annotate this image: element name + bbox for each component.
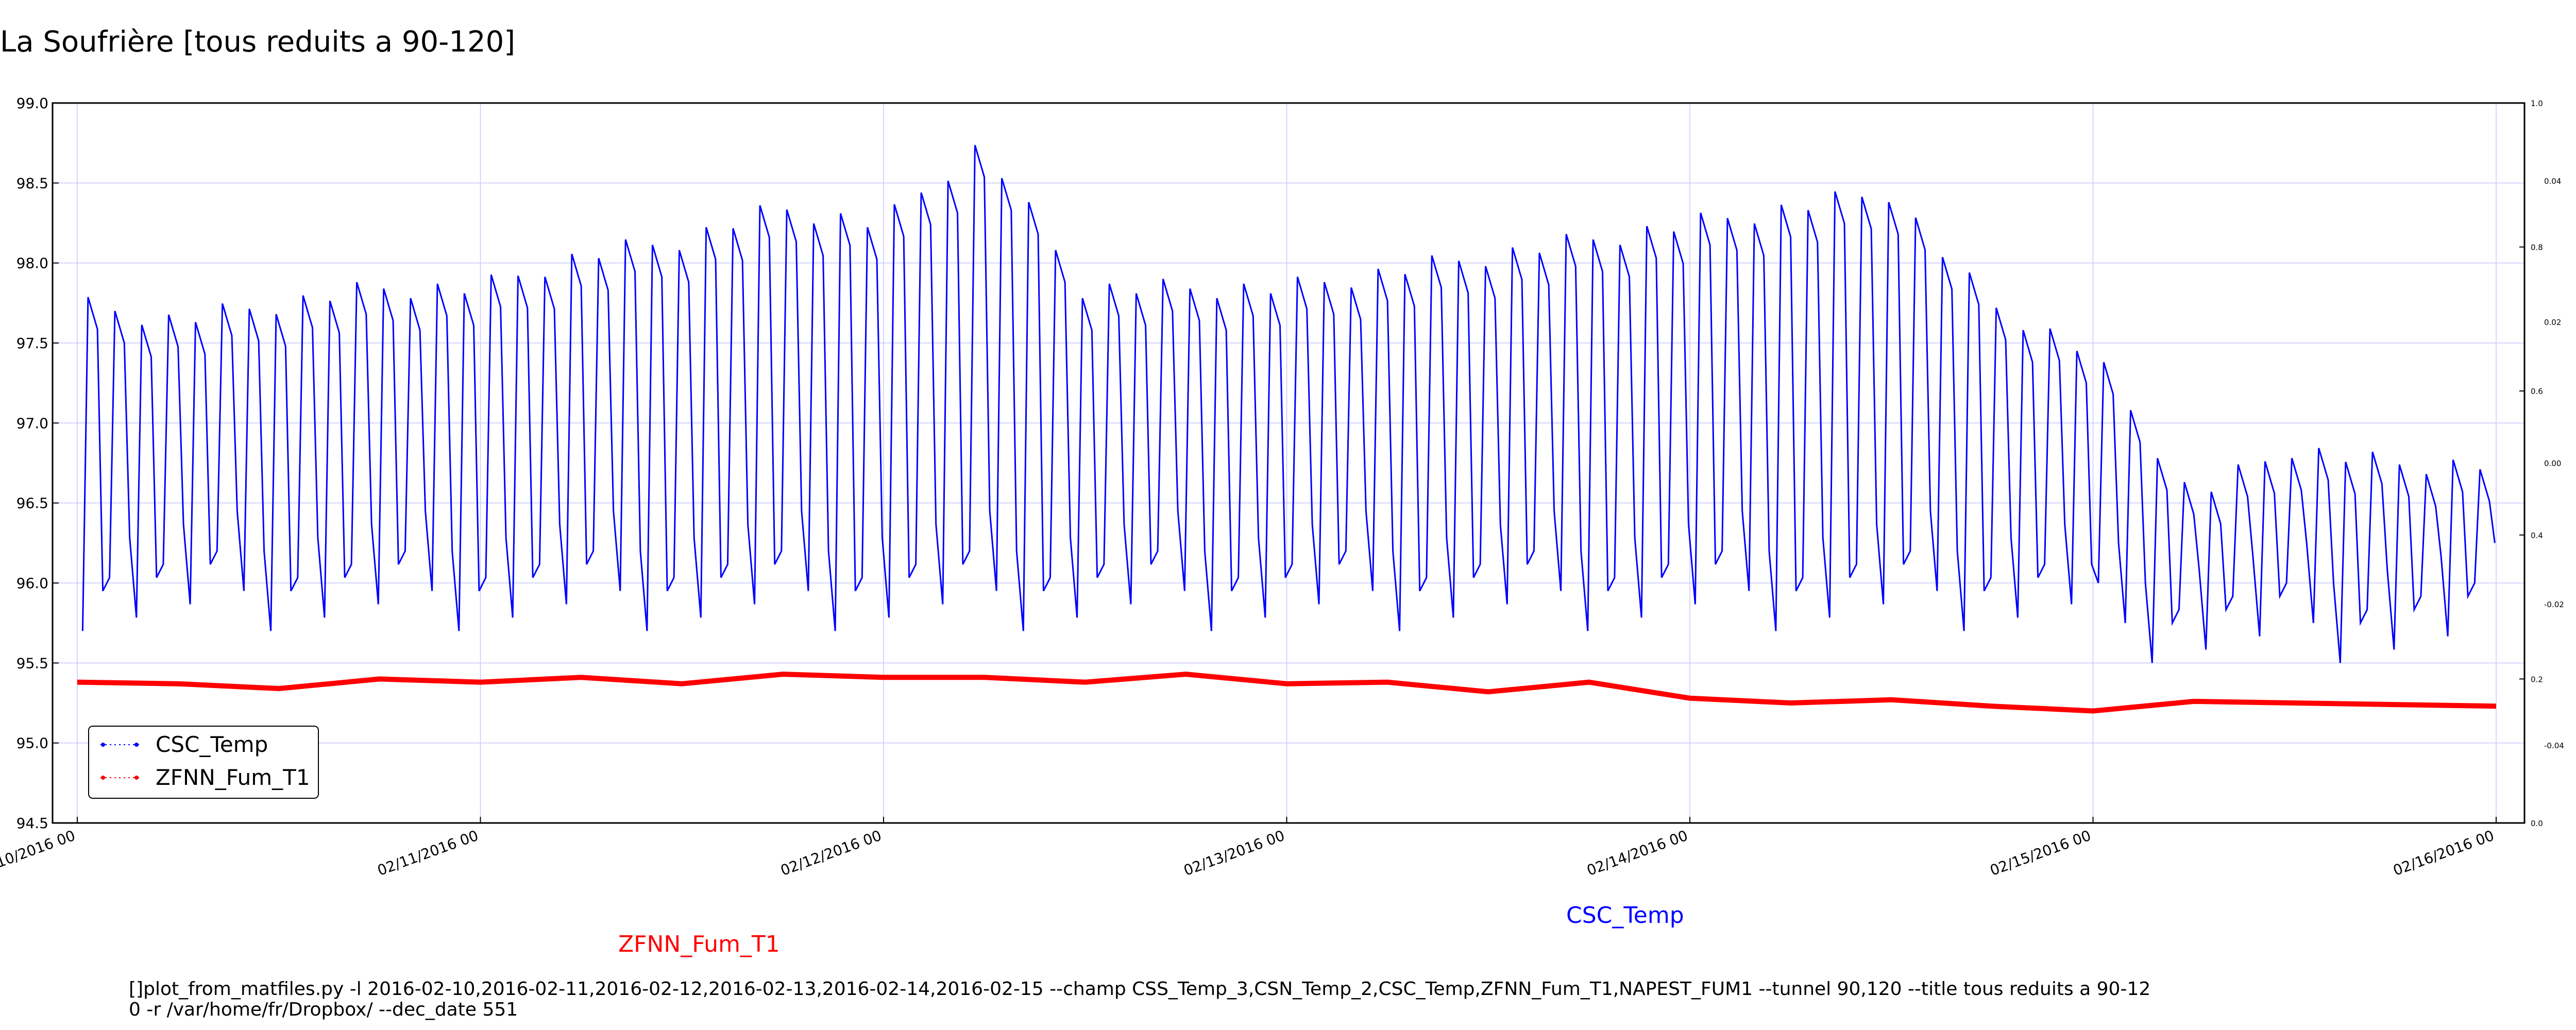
x-tick-label: 02/12/2016 00 [778, 827, 884, 879]
command-line-2: 0 -r /var/home/fr/Dropbox/ --dec_date 55… [129, 999, 518, 1020]
series-csc-temp [81, 145, 2496, 663]
x-tick-label: 02/15/2016 00 [1988, 827, 2093, 879]
legend-marker-zfnn [100, 776, 139, 780]
right-tick-label: 0.02 [2544, 318, 2561, 327]
grid [53, 102, 2524, 823]
y-tick-label: 96.5 [16, 495, 48, 512]
chart-title: La Soufrière [tous reduits a 90-120] [0, 25, 515, 59]
y-tick-label: 94.5 [16, 815, 48, 832]
y-tick-label: 97.0 [16, 415, 48, 432]
legend-label-zfnn: ZFNN_Fum_T1 [156, 765, 310, 790]
legend-label-csc: CSC_Temp [156, 732, 268, 757]
x-tick-label: 02/14/2016 00 [1585, 827, 1690, 879]
series-label-csc: CSC_Temp [1566, 902, 1684, 929]
x-axis: 02/10/2016 00 02/11/2016 00 02/12/2016 00 0… [0, 817, 2497, 879]
y-tick-label: 98.5 [16, 175, 48, 192]
y-tick-label: 95.0 [16, 735, 48, 752]
series-zfnn-fum-t1 [77, 672, 2497, 714]
right-tick-label: -0.04 [2544, 741, 2564, 750]
right-tick-label: 0.6 [2531, 387, 2543, 396]
x-tick-label: 02/10/2016 00 [0, 827, 77, 879]
plot-frame [52, 102, 2526, 824]
legend-marker-csc [100, 743, 139, 747]
y-tick-label: 99.0 [16, 95, 48, 112]
x-tick-label: 02/13/2016 00 [1181, 827, 1287, 879]
x-tick-label: 02/16/2016 00 [2391, 827, 2497, 879]
right-tick-label: 1.0 [2531, 99, 2543, 108]
right-axis: 0.0 0.2 0.4 0.6 0.8 1.0 -0.04 -0.02 0.00 0.02 0.04 [2519, 99, 2564, 828]
right-tick-label: 0.04 [2544, 177, 2561, 186]
right-tick-label: 0.0 [2531, 819, 2543, 828]
command-line-1: []plot_from_matfiles.py -l 2016-02-10,20… [129, 978, 2150, 1000]
right-tick-label: 0.8 [2531, 243, 2543, 252]
right-tick-label: 0.4 [2531, 531, 2543, 540]
legend-box [88, 726, 319, 799]
y-tick-label: 98.0 [16, 255, 48, 272]
y-tick-label: 97.5 [16, 335, 48, 352]
right-tick-label: -0.02 [2544, 600, 2564, 609]
legend: CSC_Temp ZFNN_Fum_T1 [88, 726, 319, 799]
right-tick-label: 0.2 [2531, 675, 2543, 684]
x-tick-label: 02/11/2016 00 [375, 827, 481, 879]
right-tick-label: 0.00 [2544, 459, 2561, 468]
series-layer [77, 145, 2497, 714]
y-axis: 94.5 95.0 95.5 96.0 96.5 97.0 97.5 98.0 98.5 99.0 [16, 95, 59, 832]
y-tick-label: 95.5 [16, 655, 48, 672]
y-tick-label: 96.0 [16, 575, 48, 592]
series-label-zfnn: ZFNN_Fum_T1 [618, 931, 780, 957]
